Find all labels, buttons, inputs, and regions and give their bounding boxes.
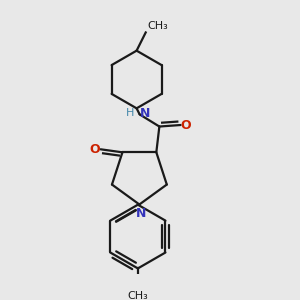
Text: N: N [136,207,146,220]
Text: O: O [181,118,191,131]
Text: H: H [126,109,134,118]
Text: CH₃: CH₃ [128,291,148,300]
Text: CH₃: CH₃ [147,21,168,31]
Text: N: N [140,107,151,120]
Text: O: O [90,143,101,156]
